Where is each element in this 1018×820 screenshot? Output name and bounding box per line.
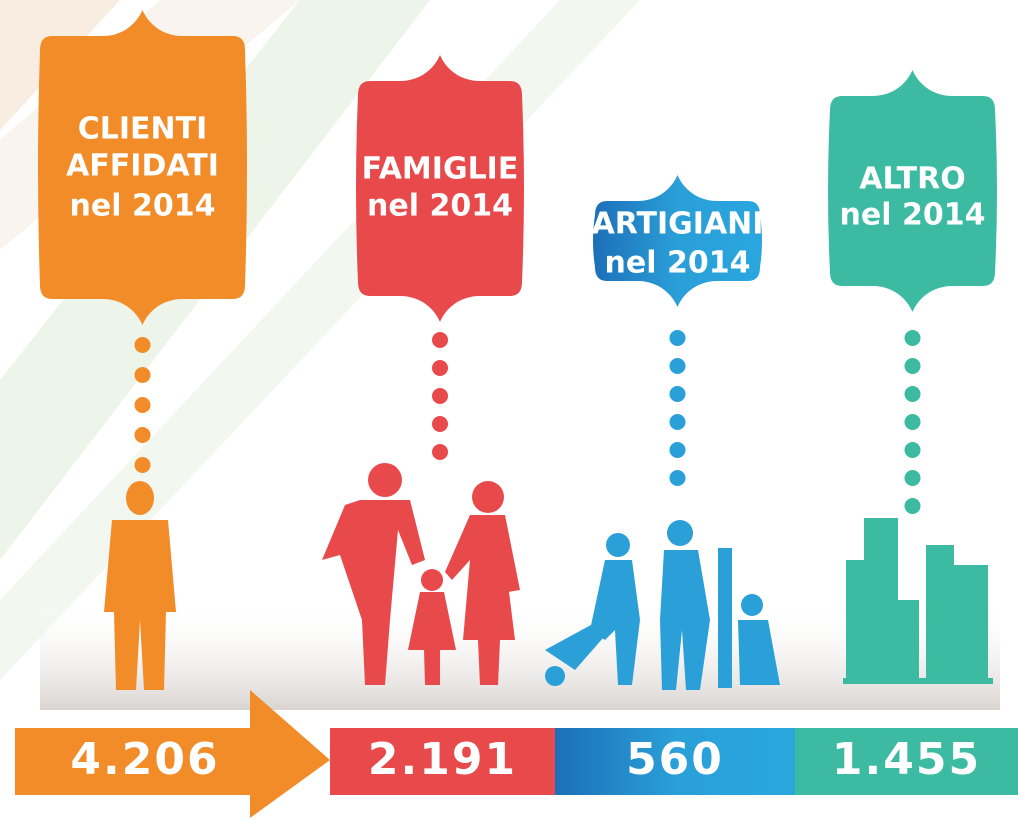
banner-label: nel 2014 (605, 246, 751, 281)
connector-dot (670, 442, 686, 458)
banner-label: nel 2014 (367, 189, 513, 224)
connector-dot (432, 444, 448, 460)
banner-label: nel 2014 (70, 189, 216, 224)
banner-label: CLIENTI (78, 112, 208, 147)
value-label: 1.455 (832, 734, 981, 785)
buildings (843, 518, 993, 684)
banner-label: AFFIDATI (66, 149, 219, 184)
value-label: 560 (626, 734, 724, 785)
banner-label: ALTRO (859, 162, 965, 197)
connector-dot (670, 470, 686, 486)
connector-dot (670, 358, 686, 374)
connector-dot (905, 442, 921, 458)
value-label: 4.206 (70, 734, 219, 785)
connector-dot (432, 416, 448, 432)
connector-dot (905, 386, 921, 402)
connector-dot (135, 397, 151, 413)
connector-dot (432, 360, 448, 376)
connector-dot (135, 367, 151, 383)
connector-dot (135, 337, 151, 353)
connector-dot (432, 388, 448, 404)
connector-dot (670, 330, 686, 346)
connector-dot (905, 330, 921, 346)
banner-label: FAMIGLIE (362, 152, 519, 187)
connector-dot (670, 414, 686, 430)
connector-dot (432, 332, 448, 348)
connector-dot (135, 457, 151, 473)
connector-dot (670, 386, 686, 402)
value-label: 2.191 (368, 734, 517, 785)
banner-label: ARTIGIANI (592, 207, 764, 242)
connector-dot (135, 427, 151, 443)
connector-dot (905, 358, 921, 374)
banner-label: nel 2014 (840, 198, 986, 233)
connector-dot (905, 470, 921, 486)
connector-dot (905, 498, 921, 514)
infographic: CLIENTIAFFIDATInel 20144.206FAMIGLIEnel … (0, 0, 1018, 820)
connector-dot (905, 414, 921, 430)
